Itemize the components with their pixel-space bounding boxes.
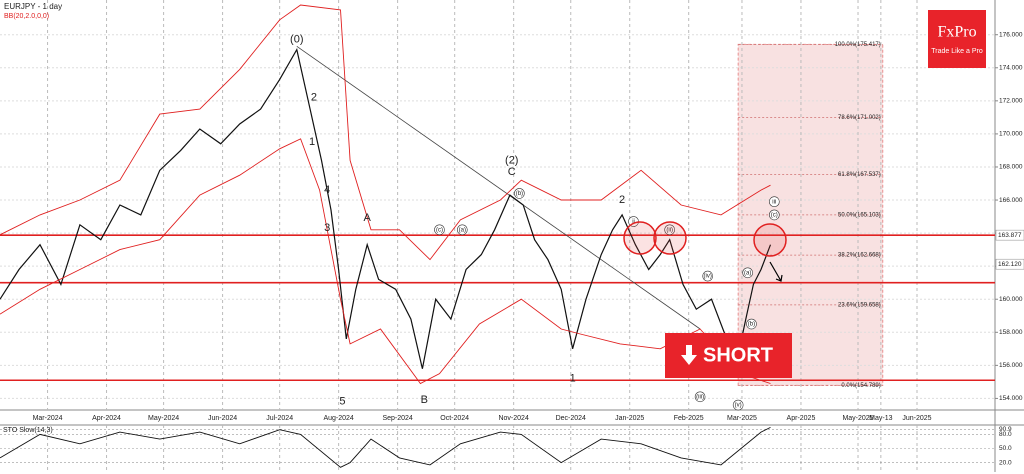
y-tick-label: 154.000 (999, 395, 1023, 402)
wave-label: (iii) (696, 394, 704, 400)
x-tick-label: Sep-2024 (382, 415, 412, 422)
wave-label: 1 (309, 136, 315, 148)
x-tick-label: Mar-2025 (727, 415, 757, 422)
wave-label: ii (632, 219, 635, 225)
y-tick-label: 156.000 (999, 362, 1023, 369)
x-tick-label: May-2024 (148, 415, 179, 422)
wave-label: (ii) (666, 227, 673, 233)
fib-label: 23.6%(159.658) (838, 302, 881, 308)
wave-label: (v) (735, 403, 742, 409)
price-label: 162.120 (998, 261, 1022, 268)
highlight-circle (753, 223, 787, 257)
annotation-circle (746, 318, 757, 330)
wave-label: 4 (324, 184, 330, 196)
fib-label: 78.6%(171.002) (838, 115, 881, 121)
y-tick-label: 172.000 (999, 98, 1023, 105)
oscillator-line (0, 426, 771, 468)
osc-tick-label: 50.0 (999, 445, 1012, 452)
short-label: SHORT (703, 344, 773, 366)
wave-label: (iv) (704, 274, 712, 280)
x-tick-label: Oct-2024 (440, 415, 469, 422)
wave-label: iii (772, 199, 776, 205)
wave-label: 2 (619, 194, 625, 206)
wave-label: (a) (459, 227, 466, 233)
chart-title: EURJPY - 1 day (4, 2, 62, 11)
osc-tick-label: 80.0 (999, 431, 1012, 438)
logo: FxPro Trade Like a Pro (928, 10, 986, 68)
annotation-circle (732, 399, 744, 411)
annotation-circle (457, 224, 468, 236)
x-tick-label: Jun-2024 (208, 415, 237, 422)
indicator-label: BB(20,2.0,0,0) (4, 13, 49, 20)
wave-label: 5 (339, 396, 345, 408)
y-tick-label: 168.000 (999, 164, 1023, 171)
annotation-circle (694, 391, 706, 403)
wave-label: 3 (324, 222, 330, 234)
fib-label: 61.8%(167.537) (838, 172, 881, 178)
logo-name: FxPro (937, 24, 976, 41)
oscillator-title: STO Slow(14,3) (3, 427, 53, 434)
annotation-circle (702, 270, 714, 282)
osc-tick-label: 20.0 (999, 459, 1012, 466)
x-tick-label: Apr-2025 (787, 415, 816, 422)
y-tick-label: 160.000 (999, 296, 1023, 303)
annotation-circle (742, 267, 753, 279)
arrow (769, 261, 783, 282)
y-tick-label: 176.000 (999, 31, 1023, 38)
x-tick-label: Mar-2024 (33, 415, 63, 422)
y-tick-label: 158.000 (999, 329, 1023, 336)
highlight-circle (623, 221, 657, 255)
osc-tick-label: 90.9 (999, 426, 1012, 433)
price-label: 163.877 (998, 232, 1022, 239)
x-tick-label: Aug-2024 (323, 415, 353, 422)
x-tick-label: Jul-2024 (266, 415, 293, 422)
series-line (0, 47, 772, 369)
price-label-box (995, 258, 1024, 270)
series-line (0, 138, 771, 385)
annotation-circle (664, 224, 675, 236)
wave-label: (c) (771, 212, 778, 218)
wave-label: 2 (311, 91, 317, 103)
series-line (0, 4, 771, 261)
wave-label: (c) (436, 227, 443, 233)
short-button[interactable]: SHORT (665, 333, 792, 378)
y-tick-label: 170.000 (999, 131, 1023, 138)
y-tick-label: 174.000 (999, 65, 1023, 72)
fib-label: 0.0%(154.789) (841, 383, 880, 389)
price-label-box (995, 229, 1024, 241)
logo-tagline: Trade Like a Pro (931, 48, 983, 55)
annotation-circle (514, 188, 525, 199)
wave-label: C (508, 166, 516, 178)
down-arrow (681, 345, 697, 365)
wave-label: 1 (570, 372, 576, 384)
wave-label: A (364, 212, 372, 224)
annotation-circle (769, 196, 780, 207)
x-tick-label: May-2025 (842, 415, 873, 422)
highlight-circle (653, 221, 687, 255)
fib-label: 38.2%(162.668) (838, 253, 881, 259)
annotation-circle (434, 224, 445, 236)
x-tick-label: Jun-2025 (902, 415, 931, 422)
x-tick-label: Nov-2024 (498, 415, 528, 422)
x-tick-label: Dec-2024 (556, 415, 586, 422)
wave-label: (2) (505, 154, 518, 166)
wave-label: B (421, 394, 428, 406)
wave-label: (b) (516, 191, 523, 197)
x-tick-label: Apr-2024 (92, 415, 121, 422)
annotation-circle (769, 209, 780, 221)
x-tick-label: Jan-2025 (615, 415, 644, 422)
x-tick-label: Feb-2025 (674, 415, 704, 422)
wave-label: (0) (290, 34, 303, 46)
wave-label: (b) (748, 322, 755, 328)
trend-line (296, 45, 701, 330)
logo-bg (928, 10, 986, 68)
fib-label: 50.0%(165.103) (838, 212, 881, 218)
x-tick-label: May-13 (869, 415, 892, 422)
y-tick-label: 166.000 (999, 197, 1023, 204)
wave-label: (a) (744, 270, 751, 276)
